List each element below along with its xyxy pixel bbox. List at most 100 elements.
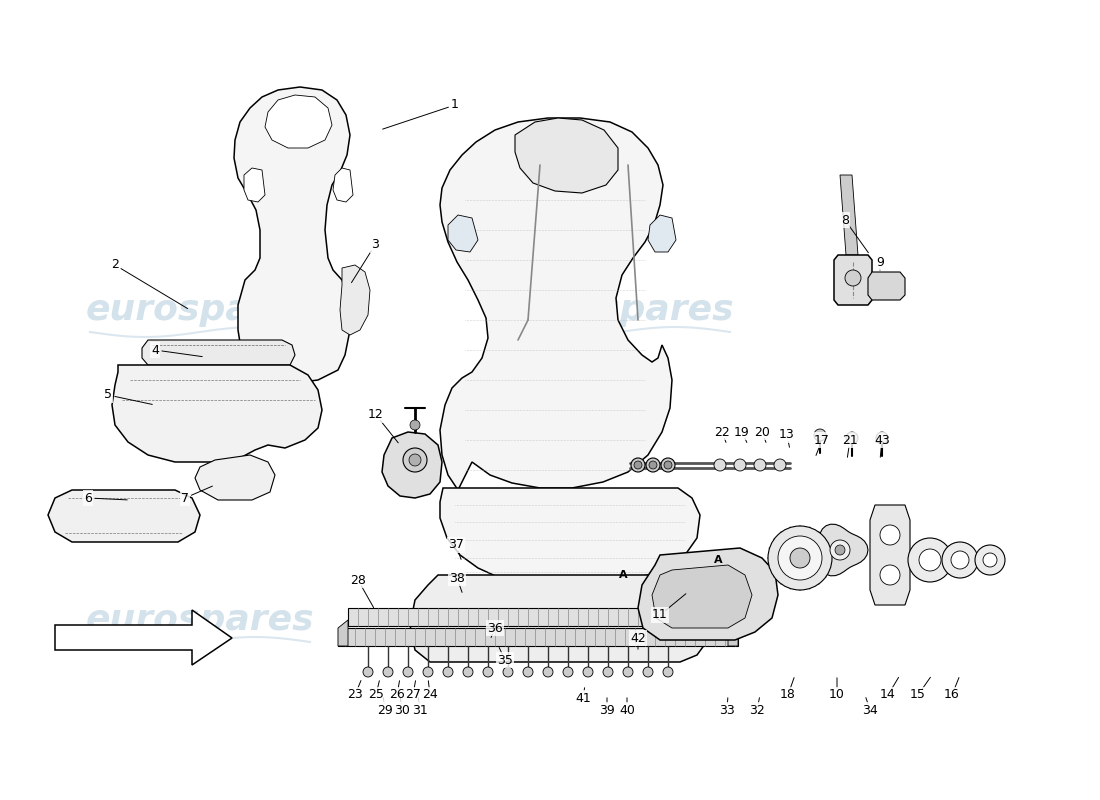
Polygon shape: [652, 565, 752, 628]
Circle shape: [880, 525, 900, 545]
Text: 30: 30: [394, 703, 410, 717]
Text: 34: 34: [862, 703, 878, 717]
Text: 14: 14: [880, 689, 895, 702]
Circle shape: [734, 459, 746, 471]
Polygon shape: [333, 168, 353, 202]
Polygon shape: [448, 215, 478, 252]
Text: 27: 27: [405, 689, 421, 702]
Circle shape: [880, 565, 900, 585]
Polygon shape: [410, 575, 712, 662]
Text: A: A: [714, 555, 723, 565]
Text: 15: 15: [910, 689, 926, 702]
Circle shape: [644, 667, 653, 677]
Text: 8: 8: [842, 214, 849, 226]
Text: 29: 29: [377, 703, 393, 717]
Text: 28: 28: [350, 574, 366, 586]
Circle shape: [483, 667, 493, 677]
Circle shape: [778, 536, 822, 580]
Polygon shape: [638, 548, 778, 640]
Circle shape: [845, 270, 861, 286]
Bar: [348, 608, 728, 626]
Polygon shape: [142, 340, 295, 365]
Text: 16: 16: [944, 689, 960, 702]
Circle shape: [543, 667, 553, 677]
Polygon shape: [870, 505, 910, 605]
Text: 40: 40: [619, 703, 635, 717]
Circle shape: [363, 667, 373, 677]
Circle shape: [649, 461, 657, 469]
Circle shape: [975, 545, 1005, 575]
Circle shape: [646, 458, 660, 472]
Polygon shape: [338, 620, 348, 646]
Text: 4: 4: [151, 343, 158, 357]
Text: 26: 26: [389, 689, 405, 702]
Text: eurospares: eurospares: [86, 603, 315, 637]
Circle shape: [908, 538, 952, 582]
Circle shape: [634, 461, 642, 469]
Circle shape: [754, 459, 766, 471]
Circle shape: [463, 667, 473, 677]
Circle shape: [661, 458, 675, 472]
Circle shape: [983, 553, 997, 567]
Circle shape: [835, 545, 845, 555]
Polygon shape: [265, 95, 332, 148]
Text: 19: 19: [734, 426, 750, 438]
Text: 24: 24: [422, 689, 438, 702]
Text: 5: 5: [104, 389, 112, 402]
Polygon shape: [195, 455, 275, 500]
Text: 7: 7: [182, 491, 189, 505]
Text: 11: 11: [652, 609, 668, 622]
Circle shape: [603, 667, 613, 677]
Bar: [338, 628, 738, 646]
Text: 17: 17: [814, 434, 829, 446]
Text: 41: 41: [575, 691, 591, 705]
Text: 22: 22: [714, 426, 730, 438]
Text: 23: 23: [348, 689, 363, 702]
Circle shape: [563, 667, 573, 677]
Text: 39: 39: [600, 703, 615, 717]
Polygon shape: [382, 432, 442, 498]
Polygon shape: [440, 118, 672, 490]
Text: 21: 21: [843, 434, 858, 446]
Polygon shape: [340, 265, 370, 335]
Circle shape: [383, 667, 393, 677]
Text: 25: 25: [368, 689, 384, 702]
Text: 38: 38: [449, 571, 465, 585]
Polygon shape: [868, 272, 905, 300]
Polygon shape: [648, 215, 676, 252]
Circle shape: [918, 549, 940, 571]
Polygon shape: [55, 610, 232, 665]
Text: 2: 2: [111, 258, 119, 271]
Text: eurospares: eurospares: [436, 603, 664, 637]
Polygon shape: [48, 490, 200, 542]
Circle shape: [876, 432, 888, 444]
Text: 10: 10: [829, 689, 845, 702]
Circle shape: [443, 667, 453, 677]
Text: 13: 13: [779, 429, 795, 442]
Text: 18: 18: [780, 689, 796, 702]
Circle shape: [522, 667, 534, 677]
Text: 35: 35: [497, 654, 513, 666]
Circle shape: [663, 667, 673, 677]
Circle shape: [664, 461, 672, 469]
Circle shape: [403, 667, 412, 677]
Polygon shape: [440, 488, 700, 583]
Text: 31: 31: [412, 703, 428, 717]
Circle shape: [846, 432, 858, 444]
Polygon shape: [112, 365, 322, 462]
Text: 6: 6: [84, 491, 92, 505]
Circle shape: [942, 542, 978, 578]
Text: 36: 36: [487, 622, 503, 634]
Circle shape: [952, 551, 969, 569]
Text: 32: 32: [749, 703, 764, 717]
Polygon shape: [820, 524, 868, 576]
Circle shape: [631, 458, 645, 472]
Circle shape: [790, 548, 810, 568]
Circle shape: [814, 429, 826, 441]
Circle shape: [714, 459, 726, 471]
Circle shape: [623, 667, 632, 677]
Text: 1: 1: [451, 98, 459, 111]
Circle shape: [403, 448, 427, 472]
Circle shape: [830, 540, 850, 560]
Circle shape: [410, 420, 420, 430]
